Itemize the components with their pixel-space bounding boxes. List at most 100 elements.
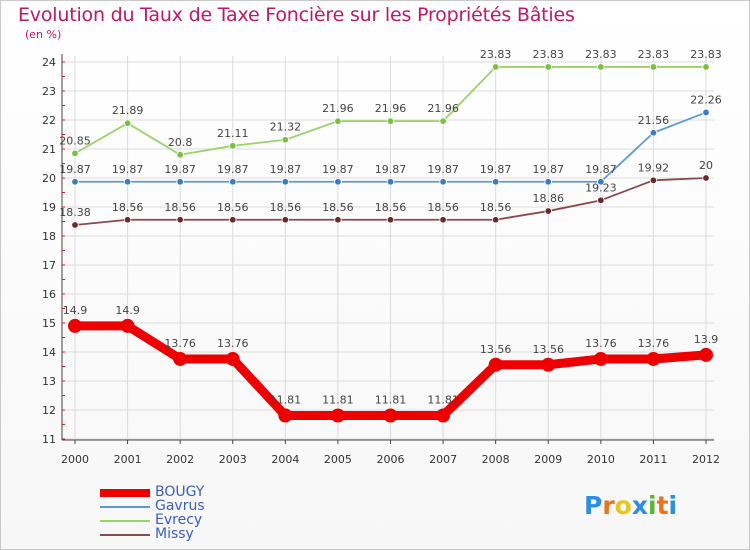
data-point-bougy [173,351,188,366]
data-label-bougy: 13.76 [585,337,617,350]
data-label-bougy: 13.76 [217,337,249,350]
data-label-gavrus: 19.87 [217,163,249,176]
data-label-missy: 18.38 [59,206,91,219]
data-point-bougy [488,357,503,372]
data-point-bougy [68,318,82,333]
data-label-bougy: 11.81 [322,394,354,407]
data-point-evrecy [491,63,500,71]
data-point-bougy [330,408,345,423]
data-point-bougy [436,408,451,423]
logo-letter: P [584,491,603,520]
x-tick-label: 2006 [377,453,405,466]
data-point-gavrus [702,108,710,117]
data-point-gavrus [491,178,500,186]
y-tick-label: 15 [42,317,56,330]
legend-label: BOUGY [155,484,205,500]
x-tick-label: 2007 [429,453,457,466]
data-label-missy: 19.92 [638,161,670,174]
data-point-evrecy [544,63,552,71]
data-label-gavrus: 19.87 [112,163,144,176]
data-label-bougy: 13.56 [480,343,512,356]
data-point-gavrus [544,178,552,186]
logo-letter: i [648,491,657,520]
x-tick-label: 2009 [534,453,562,466]
legend-label: Evrecy [155,512,203,528]
logo-letter: o [614,491,632,520]
y-tick-label: 24 [42,56,56,69]
data-label-gavrus: 19.87 [322,163,354,176]
legend-item-evrecy: Evrecy [100,512,320,528]
data-point-missy [544,207,552,215]
unit-label: (en %) [25,28,62,41]
x-tick-label: 2001 [114,453,142,466]
data-label-evrecy: 23.83 [480,48,512,61]
data-point-gavrus [176,178,184,186]
data-point-evrecy [123,119,132,127]
data-label-missy: 18.56 [270,201,302,214]
legend-item-gavrus: Gavrus [100,498,320,514]
data-point-missy [71,221,79,229]
chart-title: Evolution du Taux de Taxe Foncière sur l… [18,4,575,26]
legend-item-missy: Missy [100,526,320,542]
data-point-missy [334,216,342,224]
data-point-missy [649,176,658,185]
legend-swatch [100,520,150,522]
data-point-missy [176,216,184,224]
data-label-missy: 20 [699,159,713,172]
data-point-bougy [646,351,661,366]
data-point-gavrus [71,178,79,186]
data-point-gavrus [123,178,132,186]
legend-swatch [100,506,150,508]
data-label-evrecy: 23.83 [638,48,670,61]
data-label-gavrus: 19.87 [270,163,302,176]
data-label-gavrus: 19.87 [533,163,565,176]
x-tick-label: 2011 [639,453,667,466]
data-label-bougy: 11.81 [270,394,302,407]
data-label-missy: 18.56 [427,201,459,214]
x-tick-label: 2004 [271,453,299,466]
data-label-gavrus: 19.87 [375,163,407,176]
x-tick-label: 2012 [692,453,720,466]
logo-letter: i [668,491,678,520]
data-point-evrecy [649,63,658,71]
logo-letter: t [656,491,669,520]
y-tick-label: 20 [42,172,56,185]
data-label-bougy: 13.76 [164,337,196,350]
data-point-gavrus [649,129,658,137]
y-tick-label: 21 [42,143,56,156]
x-tick-label: 2005 [324,453,352,466]
data-label-missy: 18.56 [375,201,407,214]
data-label-evrecy: 21.96 [427,102,459,115]
data-label-evrecy: 21.89 [112,104,144,117]
y-tick-label: 13 [42,375,56,388]
logo-letter: x [631,491,648,520]
data-point-gavrus [281,178,290,186]
data-label-missy: 18.56 [480,201,512,214]
data-label-missy: 18.56 [217,201,249,214]
data-point-bougy [120,318,135,333]
data-label-missy: 19.23 [585,181,617,194]
data-label-gavrus: 21.56 [638,114,670,127]
data-point-bougy [541,357,556,372]
data-label-gavrus: 22.26 [690,93,722,106]
data-label-evrecy: 23.83 [690,48,722,61]
data-label-evrecy: 21.96 [322,102,354,115]
data-label-evrecy: 23.83 [585,48,617,61]
legend-swatch [100,534,150,536]
data-label-evrecy: 23.83 [533,48,565,61]
data-point-missy [386,216,395,224]
data-point-missy [229,216,237,224]
data-point-bougy [699,347,713,362]
data-point-evrecy [702,63,710,71]
legend: BOUGY Gavrus Evrecy Missy [100,484,320,542]
data-label-gavrus: 19.87 [585,163,617,176]
data-point-evrecy [71,149,79,158]
data-label-evrecy: 20.85 [59,134,91,147]
data-point-evrecy [386,117,395,125]
data-label-bougy: 14.9 [115,304,140,317]
data-point-evrecy [334,117,342,125]
data-point-evrecy [281,136,290,144]
data-point-gavrus [229,178,237,186]
data-point-bougy [225,351,240,366]
